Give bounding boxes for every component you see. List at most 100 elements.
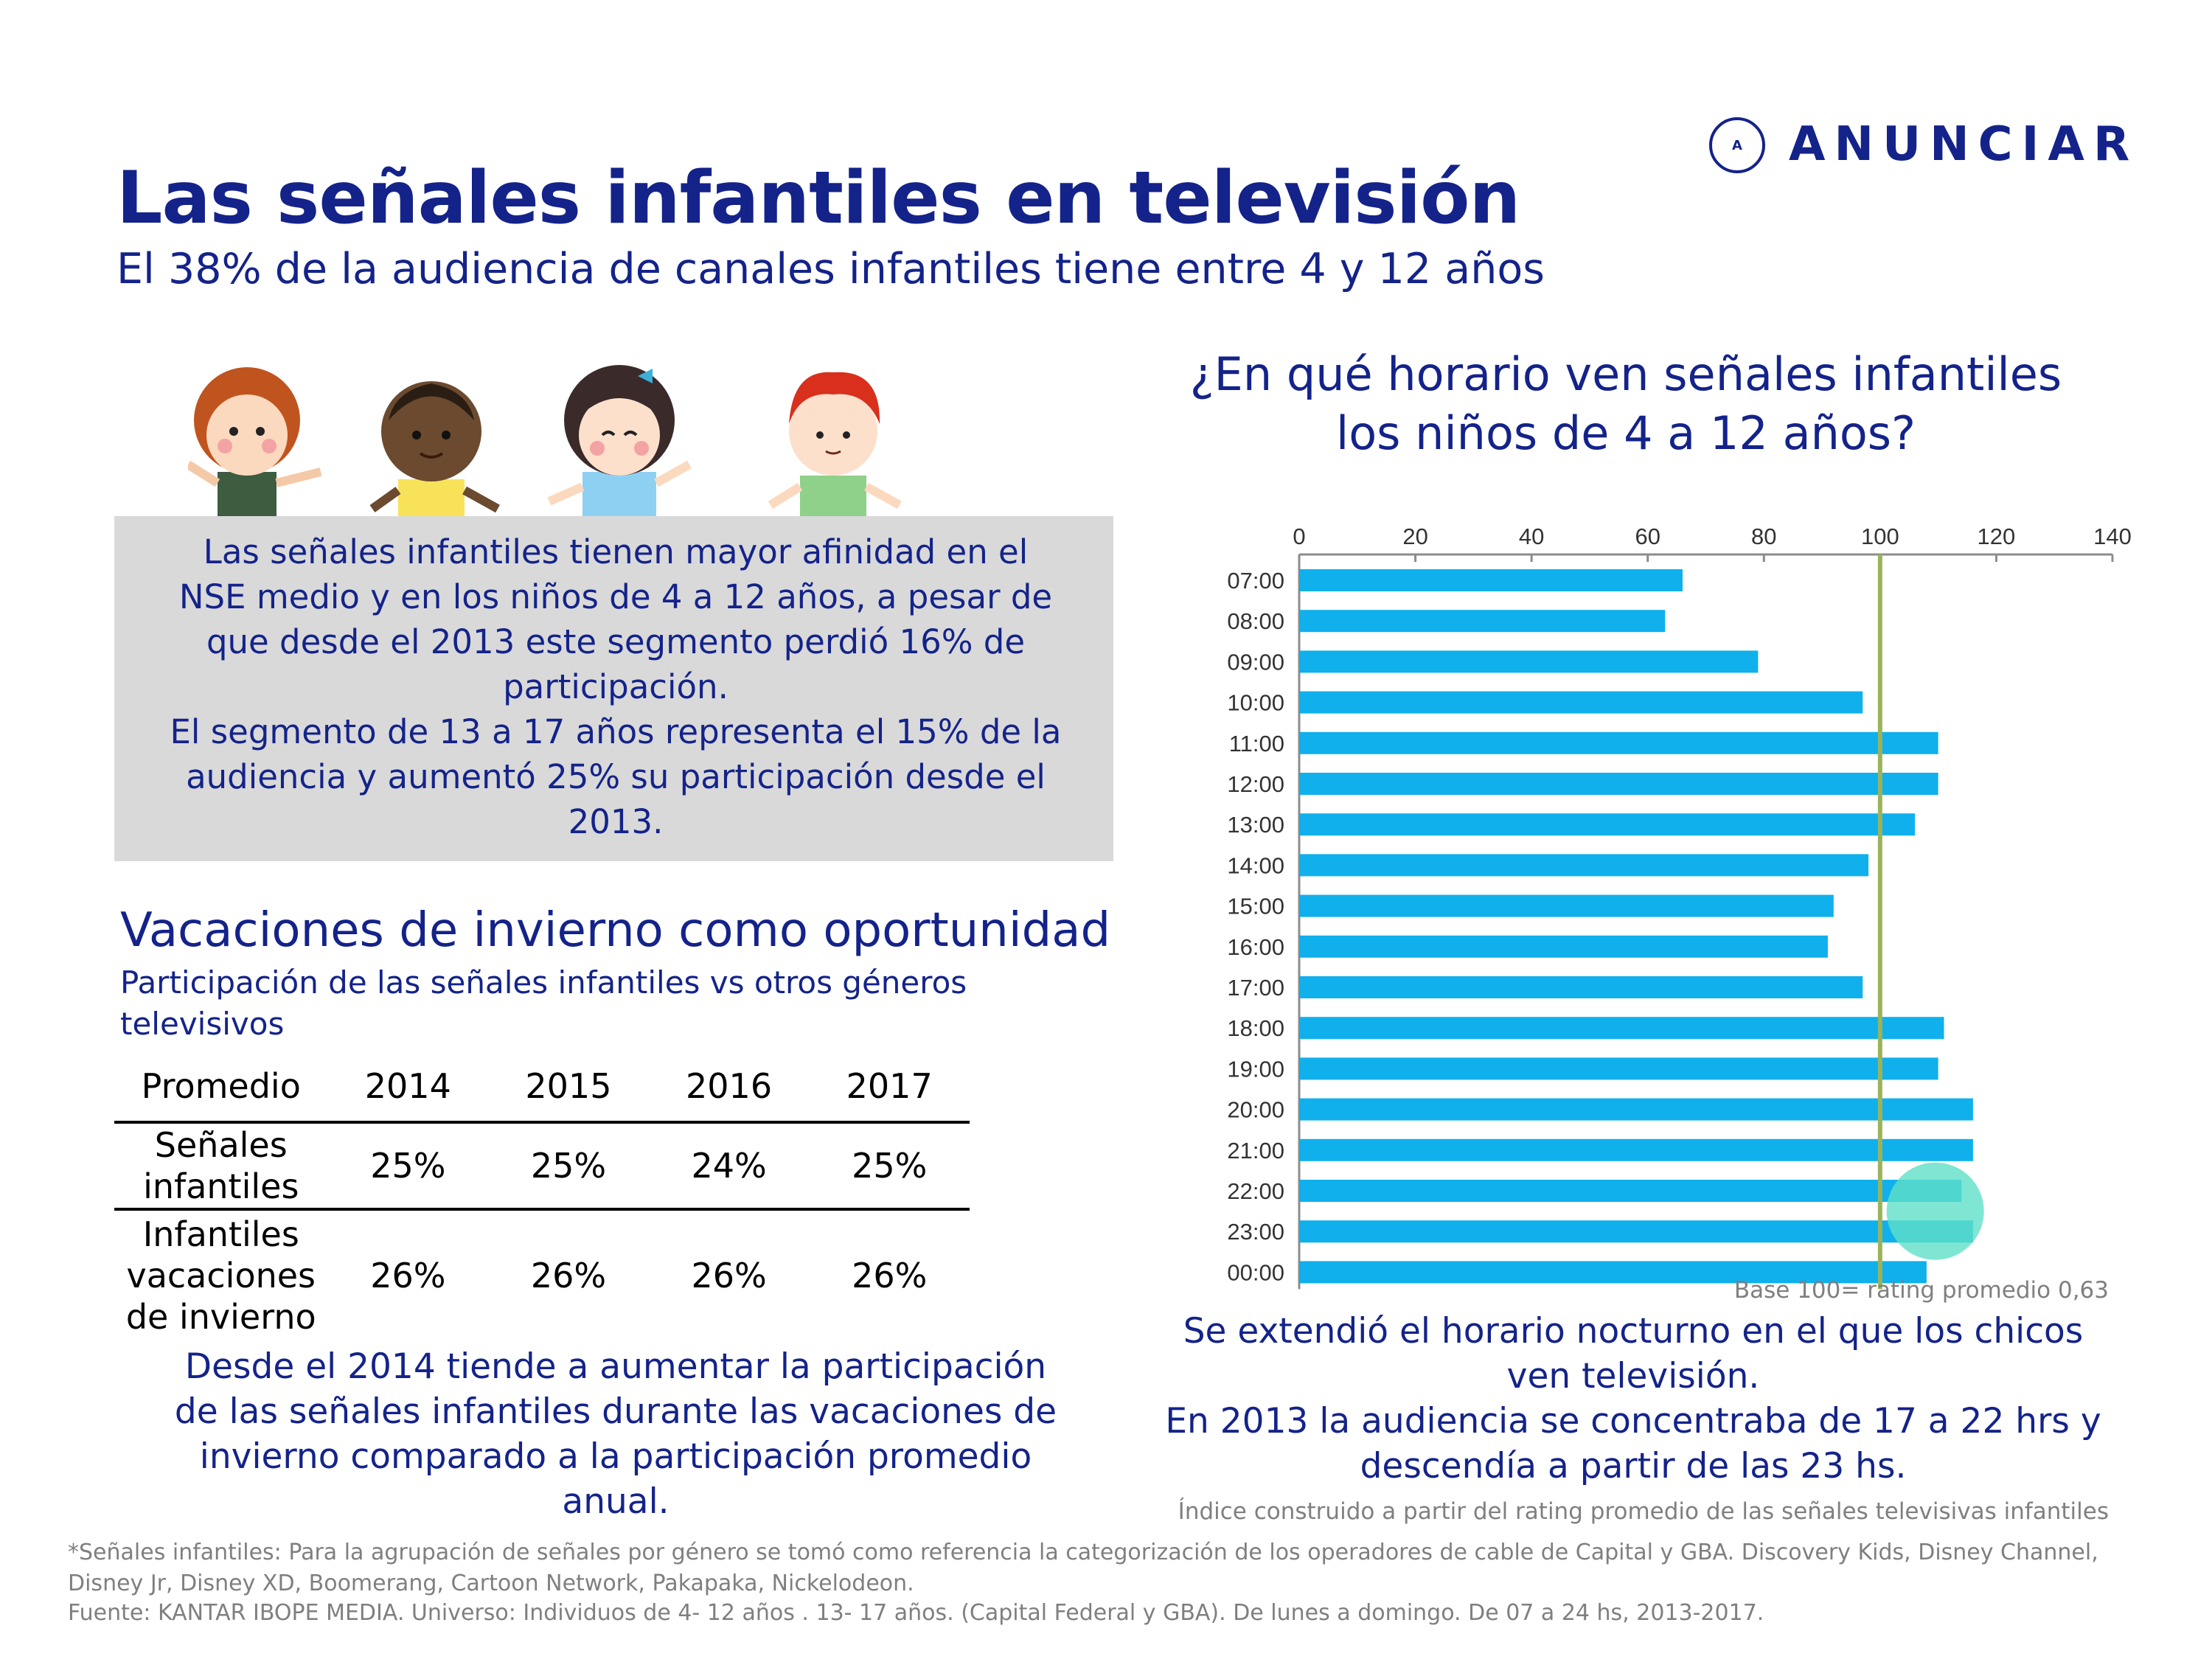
bar	[1299, 1017, 1944, 1040]
table-row: Señales infantiles 25% 25% 24% 25%	[114, 1124, 970, 1211]
info-box	[114, 516, 1113, 861]
table-cell: 25%	[370, 1146, 446, 1186]
table-cell: 26%	[852, 1255, 928, 1295]
note-line: descendía a partir de las 23 hs.	[1360, 1446, 1907, 1486]
bar	[1299, 569, 1683, 591]
y-tick-label: 20:00	[1227, 1097, 1284, 1123]
anunciar-logo: A ANUNCIAR	[1709, 114, 2129, 188]
kid-girl-red-hair-icon	[188, 367, 322, 531]
y-tick-label: 16:00	[1227, 934, 1284, 960]
kid-boy-red-hair-icon	[768, 372, 902, 531]
x-tick-label: 20	[1402, 524, 1427, 549]
indice-note: Índice construido a partir del rating pr…	[1178, 1498, 2109, 1525]
vacaciones-title: Vacaciones de invierno como oportunidad	[120, 903, 1111, 958]
logo-mark-icon: A	[1709, 117, 1765, 173]
y-tick-label: 15:00	[1227, 894, 1284, 919]
note-line: Se extendió el horario nocturno en el qu…	[1183, 1311, 2084, 1352]
note-line: Desde el 2014 tiende a aumentar la parti…	[184, 1346, 1047, 1387]
x-tick-label: 140	[2093, 524, 2132, 549]
info-line: El segmento de 13 a 17 años representa e…	[170, 712, 1062, 751]
participation-table: Promedio 2014 2015 2016 2017 Señales inf…	[114, 1051, 970, 1340]
bar	[1299, 1180, 1962, 1202]
y-tick-label: 22:00	[1227, 1178, 1284, 1204]
table-header-cell: 2017	[846, 1065, 933, 1106]
table-row-label-line: infantiles	[143, 1166, 299, 1206]
table-header-row: Promedio 2014 2015 2016 2017	[114, 1051, 970, 1124]
bar	[1299, 854, 1869, 877]
y-tick-label: 13:00	[1227, 812, 1284, 838]
bar	[1299, 1057, 1938, 1080]
footnote: *Señales infantiles: Para la agrupación …	[68, 1540, 2098, 1596]
y-tick-label: 07:00	[1227, 568, 1284, 594]
vacaciones-subtitle: Participación de las señales infantiles …	[120, 964, 967, 1042]
bar	[1299, 1098, 1973, 1121]
chart-note: Se extendió el horario nocturno en el qu…	[1154, 1309, 2112, 1489]
table-row-label: Infantiles vacaciones de invierno	[114, 1214, 328, 1338]
bar	[1299, 773, 1938, 795]
bar	[1299, 1220, 1973, 1243]
x-tick-label: 40	[1519, 524, 1544, 549]
logo-wordmark: ANUNCIAR	[1789, 117, 2139, 172]
page-subtitle: El 38% de la audiencia de canales infant…	[116, 245, 1545, 293]
table-row-label-line: vacaciones	[126, 1255, 316, 1295]
note-line: En 2013 la audiencia se concentraba de 1…	[1165, 1401, 2101, 1441]
table-header-cell: 2016	[686, 1065, 773, 1106]
table-header-cell: 2014	[364, 1065, 451, 1106]
info-line: audiencia y aumentó 25% su participación…	[186, 757, 1046, 796]
base-note: Base 100= rating promedio 0,63	[1733, 1277, 2109, 1304]
y-tick-label: 12:00	[1227, 771, 1284, 797]
table-row: Infantiles vacaciones de invierno 26% 26…	[114, 1211, 970, 1340]
y-tick-label: 21:00	[1227, 1138, 1284, 1164]
kid-boy-dark-icon	[369, 381, 500, 531]
bar	[1299, 610, 1666, 633]
y-tick-label: 00:00	[1227, 1259, 1284, 1285]
table-row-label: Señales infantiles	[114, 1124, 328, 1207]
table-header-cell: Promedio	[141, 1065, 301, 1106]
info-line: 2013.	[568, 802, 664, 841]
highlight-circle	[1886, 1162, 1984, 1260]
bar	[1299, 935, 1828, 958]
kids-illustration	[188, 365, 902, 531]
x-tick-label: 80	[1751, 524, 1776, 549]
table-cell: 26%	[370, 1255, 446, 1295]
x-tick-label: 60	[1635, 524, 1660, 549]
table-row-label-line: de invierno	[125, 1296, 316, 1337]
bar	[1299, 1138, 1973, 1161]
bar	[1299, 691, 1863, 714]
info-line: NSE medio y en los niños de 4 a 12 años,…	[178, 577, 1053, 616]
table-header-cell: 2015	[525, 1065, 612, 1106]
y-tick-label: 23:00	[1227, 1219, 1284, 1245]
table-cell: 25%	[530, 1146, 607, 1186]
table-row-label-line: Señales	[154, 1125, 288, 1165]
note-line: ven televisión.	[1506, 1356, 1760, 1397]
note-line: anual.	[562, 1481, 669, 1522]
y-tick-label: 11:00	[1229, 731, 1284, 757]
table-cell: 25%	[852, 1146, 928, 1186]
x-tick-label: 120	[1978, 524, 2016, 549]
info-box-text: Las señales infantiles tienen mayor afin…	[140, 529, 1091, 844]
page-title: Las señales infantiles en televisión	[116, 156, 1520, 240]
bar	[1299, 650, 1759, 673]
chart-title-line: los niños de 4 a 12 años?	[1335, 406, 1916, 460]
info-line: participación.	[503, 667, 728, 706]
info-line: que desde el 2013 este segmento perdió 1…	[206, 622, 1026, 661]
vacaciones-note: Desde el 2014 tiende a aumentar la parti…	[114, 1344, 1117, 1524]
info-line: Las señales infantiles tienen mayor afin…	[203, 532, 1029, 571]
kid-girl-dark-hair-icon	[547, 365, 692, 531]
y-tick-label: 14:00	[1227, 852, 1284, 878]
y-tick-label: 17:00	[1227, 975, 1284, 1001]
bar	[1299, 813, 1916, 836]
y-tick-label: 09:00	[1227, 649, 1284, 675]
bar	[1299, 976, 1863, 998]
hourly-audience-chart: 0 20 40 60 80 100 120 140 07:00 08:00 09:00 10:00 11…	[1227, 524, 2132, 1290]
bar	[1299, 731, 1938, 754]
note-line: de las señales infantiles durante las va…	[174, 1391, 1057, 1432]
x-tick-label: 0	[1293, 524, 1305, 549]
note-line: invierno comparado a la participación pr…	[199, 1436, 1032, 1477]
table-cell: 24%	[691, 1146, 767, 1186]
y-tick-label: 18:00	[1227, 1015, 1284, 1041]
bar	[1299, 894, 1834, 917]
bar	[1299, 1261, 1927, 1284]
y-tick-label: 10:00	[1227, 690, 1284, 716]
y-tick-label: 08:00	[1227, 608, 1284, 634]
